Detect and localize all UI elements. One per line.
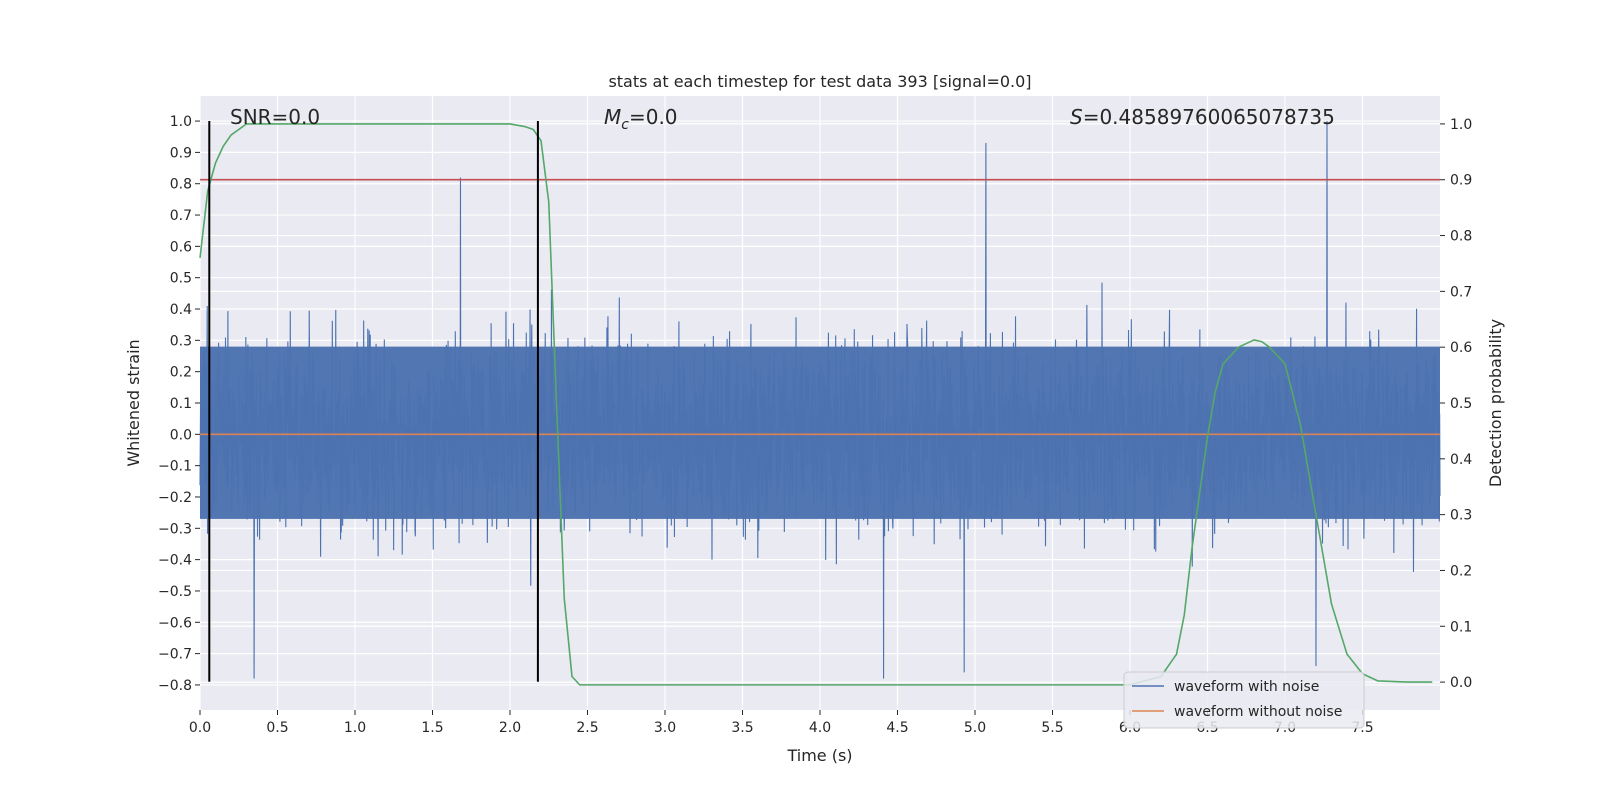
y-right-tick-label: 0.4 xyxy=(1450,452,1472,468)
series-waveform-with-noise-core xyxy=(200,346,1440,519)
x-tick-label: 5.5 xyxy=(1041,720,1063,736)
y-left-tick-label: −0.8 xyxy=(158,678,192,694)
legend-label-waveform-with-noise: waveform with noise xyxy=(1174,679,1319,695)
series-lines xyxy=(199,121,1440,686)
annotation-chirp-mass-value: =0.0 xyxy=(629,105,678,129)
x-tick-label: 2.5 xyxy=(576,720,598,736)
x-tick-label: 0.5 xyxy=(266,720,288,736)
y-right-tick-label: 0.8 xyxy=(1450,229,1472,245)
y-left-tick-label: 0.2 xyxy=(170,365,192,381)
y-right-tick-label: 0.7 xyxy=(1450,284,1472,300)
y-left-tick-label: 0.9 xyxy=(170,145,192,161)
legend-label-waveform-without-noise: waveform without noise xyxy=(1174,704,1342,720)
y-left-tick-label: −0.4 xyxy=(158,553,192,569)
y-right-tick-label: 0.6 xyxy=(1450,340,1472,356)
y-left-tick-label: 0.1 xyxy=(170,396,192,412)
legend-box xyxy=(1123,671,1365,729)
x-tick-label: 5.0 xyxy=(964,720,986,736)
x-tick-label: 4.5 xyxy=(886,720,908,736)
annotation-chirp-mass-subscript: c xyxy=(621,117,629,133)
legend: waveform with noise waveform without noi… xyxy=(1123,671,1365,729)
y-right-tick-label: 0.5 xyxy=(1450,396,1472,412)
x-tick-label: 0.0 xyxy=(189,720,211,736)
y-left-tick-label: 1.0 xyxy=(170,114,192,130)
y-left-tick-label: 0.8 xyxy=(170,177,192,193)
y-left-axis-title: Whitened strain xyxy=(124,339,143,466)
x-tick-label: 3.5 xyxy=(731,720,753,736)
series-detection-probability xyxy=(199,123,1433,686)
y-left-tick-label: 0.5 xyxy=(170,271,192,287)
x-tick-label: 3.0 xyxy=(654,720,676,736)
y-left-tick-label: 0.4 xyxy=(170,302,192,318)
y-left-tick-label: −0.6 xyxy=(158,615,192,631)
y-right-tick-label: 0.2 xyxy=(1450,563,1472,579)
x-tick-label: 1.0 xyxy=(344,720,366,736)
y-left-tick-label: 0.3 xyxy=(170,333,192,349)
y-left-tick-label: −0.7 xyxy=(158,647,192,663)
y-left-tick-label: −0.3 xyxy=(158,521,192,537)
annotation-snr: SNR=0.0 xyxy=(230,105,320,129)
y-left-tick-label: −0.1 xyxy=(158,459,192,475)
y-right-axis-title: Detection probability xyxy=(1486,319,1505,487)
y-right-tick-label: 0.9 xyxy=(1450,173,1472,189)
annotation-s-symbol: S xyxy=(1070,105,1083,129)
y-left-axis-ticks: −0.8 −0.7 −0.6 −0.5 −0.4 −0.3 −0.2 −0.1 0.0 0.1 0.… xyxy=(158,114,200,694)
y-left-tick-label: −0.5 xyxy=(158,584,192,600)
y-left-tick-label: −0.2 xyxy=(158,490,192,506)
y-right-axis-ticks: 0.0 0.1 0.2 0.3 0.4 0.5 0.6 0.7 0.8 0.9 1.0 xyxy=(1440,117,1472,691)
y-right-tick-label: 0.3 xyxy=(1450,508,1472,524)
x-tick-label: 4.0 xyxy=(809,720,831,736)
chart-title: stats at each timestep for test data 393… xyxy=(608,72,1031,91)
x-tick-label: 2.0 xyxy=(499,720,521,736)
series-waveform-with-noise xyxy=(199,121,1441,679)
x-axis-title: Time (s) xyxy=(786,746,852,765)
annotation-s-statistic: S=0.48589760065078735 xyxy=(1070,105,1335,129)
x-tick-label: 1.5 xyxy=(421,720,443,736)
y-left-tick-label: 0.7 xyxy=(170,208,192,224)
y-left-tick-label: 0.0 xyxy=(170,427,192,443)
y-right-tick-label: 0.0 xyxy=(1450,675,1472,691)
annotation-s-value: =0.48589760065078735 xyxy=(1083,105,1335,129)
annotation-chirp-mass: Mc=0.0 xyxy=(604,105,678,133)
y-right-tick-label: 1.0 xyxy=(1450,117,1472,133)
annotation-chirp-mass-symbol: M xyxy=(604,105,621,129)
y-left-tick-label: 0.6 xyxy=(170,239,192,255)
y-right-tick-label: 0.1 xyxy=(1450,619,1472,635)
